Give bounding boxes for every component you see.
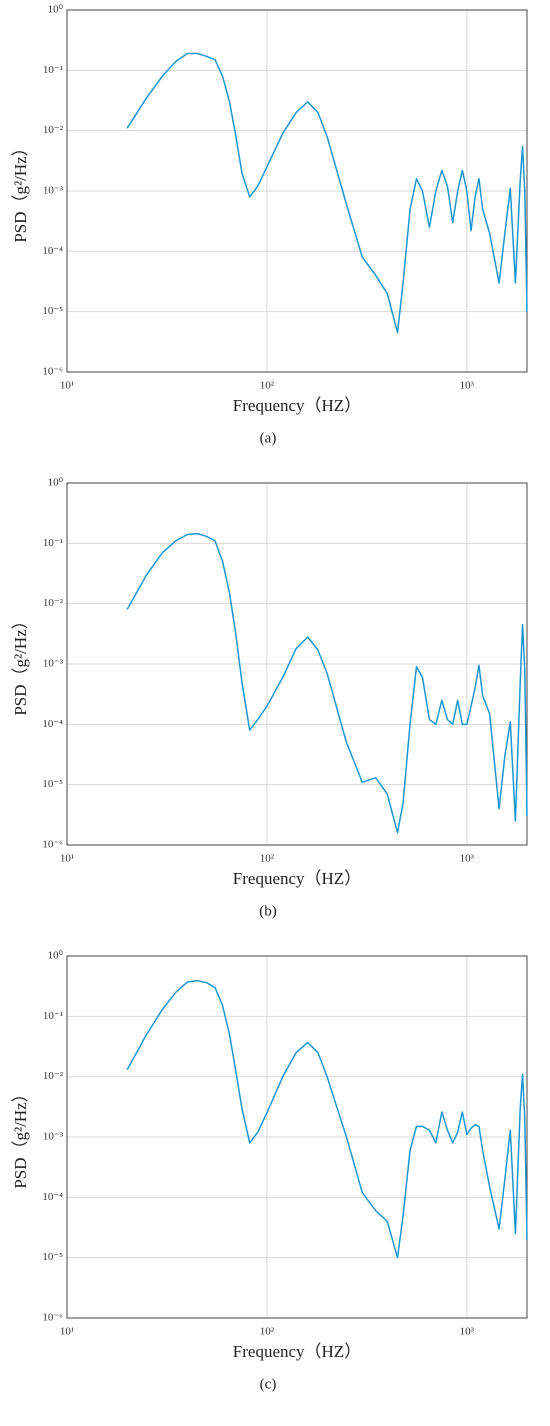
x-tick-label: 10³ xyxy=(460,853,475,865)
psd-line xyxy=(126,52,528,334)
y-tick-label: 10⁻² xyxy=(43,1070,64,1082)
y-tick-label: 10⁻¹ xyxy=(43,64,63,76)
y-axis-label: PSD（g²/Hz） xyxy=(11,1085,30,1188)
x-axis-label: Frequency（HZ） xyxy=(233,396,361,415)
axes-frame xyxy=(66,955,528,1319)
y-tick-label: 10⁻³ xyxy=(43,658,64,670)
y-axis-label: PSD（g²/Hz） xyxy=(11,139,30,242)
y-tick-label: 10⁰ xyxy=(48,477,64,489)
panel: 10¹ 10² 10³ 10⁻⁶ 10⁻⁵ 10⁻⁴ 10⁻³ 10⁻² 10⁻¹ 10⁰ Freq… xyxy=(11,950,528,1392)
y-tick-label: 10⁻³ xyxy=(43,1131,64,1143)
x-tick-label: 10² xyxy=(260,853,275,865)
y-tick-label: 10⁻² xyxy=(43,597,64,609)
y-axis-label: PSD（g²/Hz） xyxy=(11,612,30,715)
y-tick-label: 10⁻⁶ xyxy=(42,839,63,851)
x-tick-label: 10³ xyxy=(460,1326,475,1338)
x-tick-label: 10¹ xyxy=(60,853,74,865)
y-tick-label: 10⁰ xyxy=(48,950,64,962)
x-tick-label: 10² xyxy=(260,1326,275,1338)
y-tick-label: 10⁻³ xyxy=(43,185,64,197)
x-tick-label: 10³ xyxy=(460,380,475,392)
y-tick-label: 10⁻⁴ xyxy=(42,245,63,257)
x-tick-label: 10¹ xyxy=(60,1326,74,1338)
y-tick-label: 10⁻² xyxy=(43,124,64,136)
axes-frame xyxy=(66,9,528,373)
y-tick-label: 10⁻⁶ xyxy=(42,366,63,378)
panel: 10¹ 10² 10³ 10⁻⁶ 10⁻⁵ 10⁻⁴ 10⁻³ 10⁻² 10⁻¹ 10⁰ Freq… xyxy=(11,4,528,446)
y-tick-label: 10⁰ xyxy=(48,4,64,16)
y-tick-label: 10⁻⁴ xyxy=(42,718,63,730)
y-tick-label: 10⁻⁶ xyxy=(42,1312,63,1324)
y-tick-label: 10⁻⁵ xyxy=(42,778,63,790)
caption: (c) xyxy=(260,1376,277,1392)
x-tick-label: 10¹ xyxy=(60,380,74,392)
x-axis-label: Frequency（HZ） xyxy=(233,869,361,888)
y-tick-label: 10⁻⁵ xyxy=(42,305,63,317)
psd-line xyxy=(126,532,528,834)
panel: 10¹ 10² 10³ 10⁻⁶ 10⁻⁵ 10⁻⁴ 10⁻³ 10⁻² 10⁻¹ 10⁰ Freq… xyxy=(11,477,528,919)
psd-line xyxy=(126,979,528,1259)
y-tick-label: 10⁻¹ xyxy=(43,1010,63,1022)
y-tick-label: 10⁻¹ xyxy=(43,537,63,549)
y-tick-label: 10⁻⁴ xyxy=(42,1191,63,1203)
caption: (a) xyxy=(260,430,277,446)
y-tick-label: 10⁻⁵ xyxy=(42,1251,63,1263)
x-axis-label: Frequency（HZ） xyxy=(233,1342,361,1361)
caption: (b) xyxy=(259,903,277,919)
axes-frame xyxy=(66,482,528,846)
x-tick-label: 10² xyxy=(260,380,275,392)
